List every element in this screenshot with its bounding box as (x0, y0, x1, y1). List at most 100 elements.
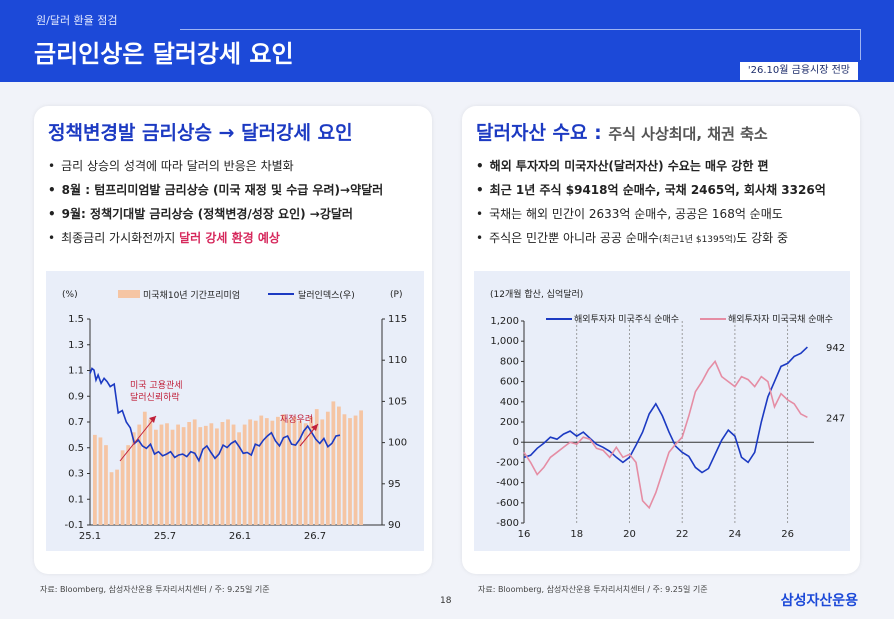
end-label-equity: 942 (826, 343, 845, 354)
left-tick-label: -0.1 (64, 520, 84, 531)
left-tick-label: 1.3 (68, 340, 84, 351)
header-banner: 원/달러 환율 점검 금리인상은 달러강세 요인 '26.10월 금융시장 전망 (0, 0, 894, 82)
x-tick-label: 26.1 (229, 531, 251, 542)
legend-label-equity: 해외투자자 미국주식 순매수 (574, 313, 679, 325)
x-tick-label: 25.7 (154, 531, 176, 542)
term-premium-bar (287, 419, 291, 525)
left-bullet-4-prefix: 최종금리 가시화전까지 (61, 231, 180, 245)
term-premium-bar (353, 415, 358, 525)
right-bullet-4-small: (최근1년 $1395억) (658, 235, 737, 245)
right-bullet-4: 주식은 민간뿐 아니라 공공 순매수(최근1년 $1395억)도 강화 중 (476, 226, 826, 252)
annotation-tariff-line1: 미국 고용관세 (130, 380, 183, 391)
x-tick-label: 26 (781, 529, 794, 540)
x-tick-label: 16 (518, 529, 531, 540)
right-bullet-4-end: 도 강화 중 (736, 231, 789, 245)
term-premium-bar (303, 423, 308, 525)
term-premium-bar (309, 416, 314, 525)
term-premium-bar (148, 419, 153, 525)
left-tick-label: 0.7 (68, 417, 84, 428)
left-bullet-4-highlight: 달러 강세 환경 예상 (179, 231, 280, 245)
right-panel-heading-sub: 주식 사상최대, 채권 축소 (608, 125, 768, 143)
right-chart-box: (12개월 합산, 십억달러) 해외투자자 미국주식 순매수 해외투자자 미국국채 … (474, 271, 850, 551)
term-premium-bar (192, 419, 197, 525)
left-tick-label: 1.5 (68, 314, 84, 325)
term-premium-bar (137, 424, 142, 525)
y-tick-label: 0 (513, 437, 519, 448)
right-tick-label: 100 (388, 438, 407, 449)
left-bullet-2: 8월 : 텀프리미엄발 금리상승 (미국 재정 및 수급 우려)→약달러 (48, 178, 384, 202)
equity-flow-line (523, 346, 808, 474)
left-panel: 정책변경발 금리상승 → 달러강세 요인 금리 상승의 성격에 따라 달러의 반… (34, 106, 432, 574)
term-premium-bar (331, 401, 336, 525)
left-axis-unit: (%) (62, 290, 78, 300)
report-badge: '26.10월 금융시장 전망 (739, 62, 858, 80)
term-premium-bar (342, 414, 347, 525)
right-tick-label: 115 (388, 314, 407, 325)
annotation-tariff-arrow (119, 415, 157, 462)
term-premium-bar (264, 418, 269, 525)
left-tick-label: 0.9 (68, 391, 84, 402)
right-axis-unit: (P) (390, 290, 402, 300)
legend-label-treasury: 해외투자자 미국국채 순매수 (728, 313, 833, 325)
header-kicker: 원/달러 환율 점검 (36, 14, 118, 27)
foreign-flows-chart: (12개월 합산, 십억달러) 해외투자자 미국주식 순매수 해외투자자 미국국채 … (490, 288, 845, 540)
term-premium-bar (215, 428, 219, 525)
term-premium-bar (181, 427, 186, 525)
term-premium-bar (170, 429, 175, 525)
chart-unit-label: (12개월 합산, 십억달러) (490, 288, 583, 300)
term-premium-bar (226, 419, 230, 525)
term-premium-bar (203, 425, 208, 525)
term-premium-bar (237, 432, 241, 525)
x-tick-label: 26.7 (304, 531, 326, 542)
term-premium-bar (126, 445, 131, 525)
term-premium-bar (248, 419, 253, 525)
y-tick-label: 800 (500, 356, 519, 367)
treasury-flow-line (523, 359, 808, 510)
right-bullet-3: 국채는 해외 민간이 2633억 순매수, 공공은 168억 순매도 (476, 202, 826, 226)
annotation-tariff-line2: 달러신뢰하락 (130, 391, 180, 403)
term-premium-bar (298, 420, 302, 525)
brand-logo-text: 삼성자산운용 (780, 593, 858, 609)
legend-swatch-term-premium (118, 290, 140, 298)
term-premium-bar (348, 418, 352, 525)
term-premium-bar (270, 420, 275, 525)
term-premium-bar (325, 411, 330, 525)
term-premium-bar (120, 450, 125, 525)
right-tick-label: 105 (388, 396, 407, 407)
right-tick-label: 110 (388, 355, 407, 366)
left-bullet-4: 최종금리 가시화전까지 달러 강세 환경 예상 (48, 226, 383, 250)
left-tick-label: 0.3 (68, 469, 84, 480)
annotation-fiscal-arrowhead (311, 424, 318, 431)
left-bullet-1: 금리 상승의 성격에 따라 달러의 반응은 차별화 (48, 154, 383, 178)
left-chart-box: (%) (P) 미국채10년 기간프리미엄 달러인덱스(우) 1.5 1.3 1.1 0.9 0… (46, 271, 424, 551)
right-bullet-4-main: 주식은 민간뿐 아니라 공공 순매수 (489, 231, 659, 245)
term-premium-bar (337, 406, 341, 525)
right-panel-heading-main: 달러자산 수요 : (476, 122, 609, 144)
right-tick-label: 95 (388, 479, 401, 490)
term-premium-bar (292, 416, 297, 525)
term-premium-bar (154, 429, 158, 525)
legend-label-term-premium: 미국채10년 기간프리미엄 (143, 289, 240, 301)
term-premium-bar (198, 427, 203, 525)
y-tick-label: 400 (500, 397, 519, 408)
term-premium-bar (131, 432, 136, 525)
end-label-treasury: 247 (826, 413, 845, 424)
y-tick-label: -400 (496, 478, 519, 489)
x-tick-label: 24 (729, 529, 742, 540)
dollar-index-line (89, 367, 341, 463)
term-premium-bar (231, 424, 236, 525)
term-premium-bar (104, 445, 108, 525)
annotation-tariff-arrowhead (149, 416, 156, 423)
term-premium-bar (359, 410, 363, 525)
y-tick-label: 600 (500, 377, 519, 388)
term-premium-bar (98, 437, 103, 525)
right-source-note: 자료: Bloomberg, 삼성자산운용 투자리서치센터 / 주: 9.25일… (478, 585, 708, 594)
term-premium-bar (242, 424, 247, 525)
term-premium-bar (259, 415, 264, 525)
right-panel: 달러자산 수요 : 주식 사상최대, 채권 축소 해외 투자자의 미국자산(달러… (462, 106, 860, 574)
term-premium-bar (314, 409, 319, 525)
x-tick-label: 20 (623, 529, 636, 540)
y-tick-label: -600 (496, 498, 519, 509)
right-tick-label: 90 (388, 520, 401, 531)
term-premium-bar (115, 469, 119, 525)
